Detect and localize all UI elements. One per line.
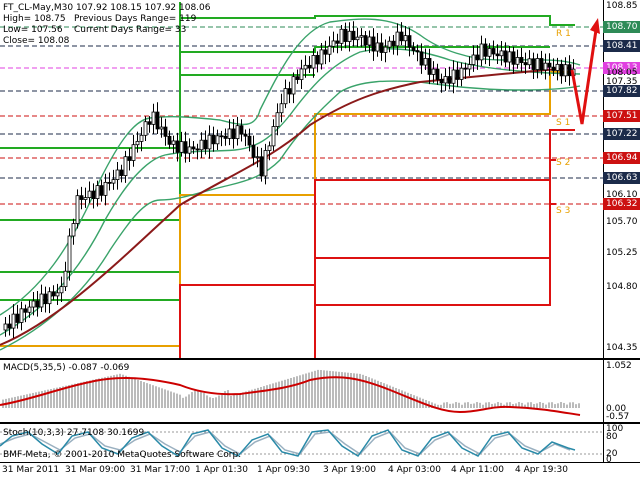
price-box-s2: 106.94	[603, 152, 640, 164]
support-step-lines	[179, 129, 575, 358]
price-axis-current-close: 108.05	[606, 68, 638, 78]
price-tick: 106.10	[606, 190, 638, 200]
price-box-s3: 106.32	[603, 198, 640, 210]
panel-separator	[0, 422, 640, 424]
close-value: Close= 108.08	[3, 36, 70, 46]
high-value: High= 108.75	[3, 14, 66, 24]
stoch-tick: 20	[606, 449, 618, 459]
s3-label: S 3	[556, 206, 570, 216]
macd-signal-line	[0, 376, 581, 416]
bollinger-bands	[0, 18, 581, 351]
stoch-signal-line	[0, 431, 571, 455]
price-box-r-upper: 108.70	[603, 21, 640, 33]
price-tick: 104.80	[606, 282, 638, 292]
price-tick: 108.85	[606, 1, 638, 11]
price-box-s1: 107.51	[603, 110, 640, 122]
macd-panel[interactable]	[0, 360, 603, 422]
stoch-tick: 100	[606, 424, 624, 434]
macd-tick: 0.00	[606, 404, 627, 414]
r1-label: R 1	[556, 29, 571, 39]
price-tick: 107.35	[606, 77, 638, 87]
price-box-level: 106.63	[603, 172, 640, 184]
panel-separator	[0, 358, 640, 360]
price-box-level: 107.82	[603, 85, 640, 97]
time-tick: 1 Apr 09:30	[257, 465, 310, 475]
stoch-tick: 80	[606, 432, 618, 442]
price-box-level: 108.41	[603, 40, 640, 52]
macd-tick: -0.57	[606, 412, 630, 422]
candlesticks	[3, 21, 576, 339]
watermark: BMF-Meta, © 2001-2010 MetaQuotes Softwar…	[3, 450, 242, 460]
macd-label: MACD(5,35,5) -0.087 -0.069	[3, 363, 130, 373]
stoch-tick: 0	[606, 455, 612, 465]
time-tick: 31 Mar 17:00	[130, 465, 191, 475]
forecast-arrow	[570, 29, 598, 125]
price-tick: 105.70	[606, 217, 638, 227]
stochastic-panel[interactable]	[0, 424, 603, 462]
price-tick: 104.35	[606, 343, 638, 353]
symbol-line: FT_CL-May,M30 107.92 108.15 107.92 108.0…	[3, 3, 211, 13]
price-box-current: 108.13	[603, 62, 640, 74]
s1-label: S 1	[556, 118, 570, 128]
time-tick: 3 Apr 19:00	[323, 465, 376, 475]
panel-separator	[0, 462, 640, 463]
macd-axis	[603, 360, 640, 422]
price-tick: 105.25	[606, 248, 638, 258]
time-tick: 1 Apr 01:30	[195, 465, 248, 475]
curr-days-range: Current Days Range= 33	[74, 25, 187, 35]
stoch-label: Stoch(10,3,3) 27.7108 30.1699	[3, 428, 145, 438]
time-tick: 4 Apr 19:30	[515, 465, 568, 475]
macd-tick: 1.052	[606, 361, 632, 371]
macd-histogram	[2, 369, 580, 408]
resistance-step-lines	[0, 2, 575, 301]
time-tick: 31 Mar 09:00	[65, 465, 126, 475]
s2-label: S 2	[556, 158, 570, 168]
stoch-main-line	[0, 429, 576, 458]
time-tick: 4 Apr 03:00	[388, 465, 441, 475]
stoch-axis	[603, 424, 640, 462]
prev-days-range: Previous Days Range= 119	[74, 14, 197, 24]
time-tick: 31 Mar 2011	[2, 465, 60, 475]
forecast-arrowhead	[590, 18, 600, 34]
low-value: Low= 107.56	[3, 25, 63, 35]
time-tick: 4 Apr 11:00	[451, 465, 504, 475]
price-box-level: 107.22	[603, 128, 640, 140]
price-chart[interactable]: R 1 S 1 S 2 S 3	[0, 0, 603, 358]
